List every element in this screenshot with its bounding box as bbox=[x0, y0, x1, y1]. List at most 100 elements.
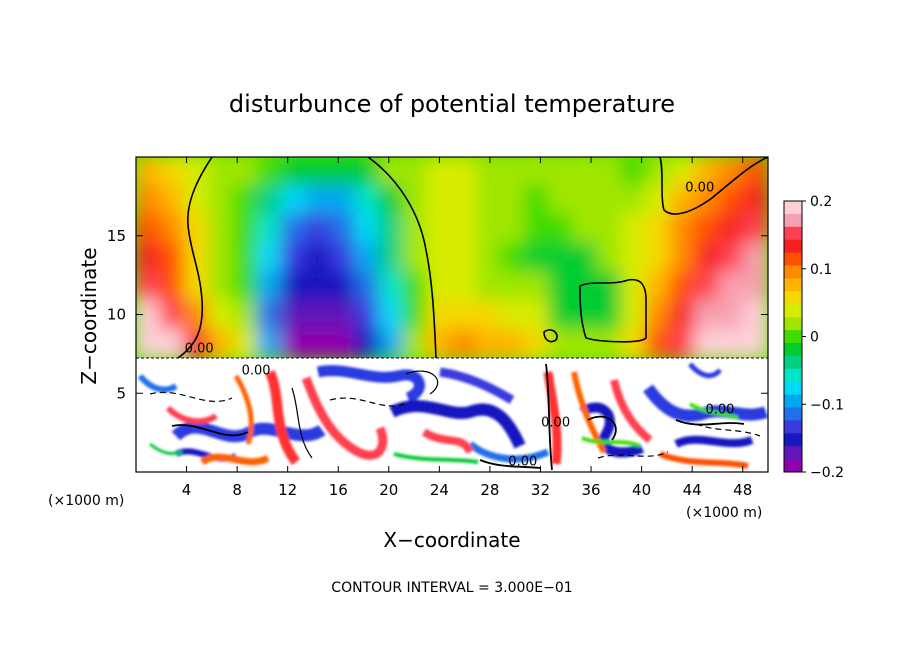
field-cell bbox=[378, 328, 405, 360]
field-cell bbox=[426, 213, 453, 245]
lower-swirl-blue bbox=[688, 362, 722, 379]
field-cell bbox=[256, 300, 283, 331]
field-cell bbox=[718, 242, 745, 274]
field-cell bbox=[378, 300, 405, 331]
field-cell bbox=[207, 184, 235, 216]
field-cell bbox=[742, 242, 768, 274]
y-tick-label: 15 bbox=[107, 227, 126, 245]
field-cell bbox=[596, 271, 624, 302]
x-tick-label: 12 bbox=[278, 481, 297, 499]
lower-swirl-red bbox=[165, 405, 218, 425]
field-cell bbox=[256, 184, 283, 216]
x-tick-label: 28 bbox=[480, 481, 499, 499]
field-cell bbox=[596, 213, 624, 245]
contour-zero-left bbox=[177, 157, 213, 359]
lower-swirl-blue bbox=[137, 373, 178, 393]
field-cell bbox=[256, 157, 283, 187]
colorbar-segment bbox=[784, 317, 802, 331]
field-cell bbox=[207, 242, 235, 274]
field-cell bbox=[572, 157, 599, 187]
field-cell bbox=[742, 184, 768, 216]
colorbar-segment bbox=[784, 381, 802, 396]
field-cell bbox=[159, 184, 186, 216]
contour-zero-center bbox=[367, 157, 437, 359]
field-cell bbox=[499, 328, 526, 360]
field-cell bbox=[305, 184, 332, 216]
field-cell bbox=[353, 157, 381, 187]
field-cell bbox=[256, 213, 283, 245]
field-cell bbox=[378, 242, 405, 274]
contour-label: 0.00 bbox=[508, 455, 537, 470]
field-cell bbox=[256, 242, 283, 274]
field-cell bbox=[402, 300, 429, 331]
colorbar-segment bbox=[784, 201, 802, 215]
field-cell bbox=[136, 184, 162, 216]
field-cell bbox=[451, 184, 478, 216]
field-cell bbox=[378, 157, 405, 187]
lower-swirl-blue bbox=[643, 384, 768, 422]
field-cell bbox=[353, 271, 381, 302]
lower-swirl-green bbox=[393, 452, 479, 464]
field-cell bbox=[718, 300, 745, 331]
lower-swirl-red bbox=[543, 371, 562, 465]
colorbar-segment bbox=[784, 355, 802, 370]
field-cell bbox=[499, 242, 526, 274]
colorbar-segment bbox=[784, 291, 802, 305]
lower-swirl-blue bbox=[467, 441, 550, 463]
colorbar-tick-label: 0.1 bbox=[810, 262, 832, 278]
field-cell bbox=[645, 271, 672, 302]
colorbar-segment bbox=[784, 407, 802, 421]
field-cell bbox=[475, 328, 502, 360]
field-cell bbox=[329, 157, 356, 187]
field-cell bbox=[136, 271, 162, 302]
field-cell bbox=[475, 300, 502, 331]
field-cell bbox=[207, 271, 235, 302]
colorbar-segment bbox=[784, 420, 802, 434]
field-cell bbox=[353, 213, 381, 245]
field-cell bbox=[742, 157, 768, 187]
x-tick-label: 32 bbox=[531, 481, 550, 499]
field-cell bbox=[159, 242, 186, 274]
field-cell bbox=[621, 300, 648, 331]
field-cell bbox=[329, 184, 356, 216]
x-tick-label: 4 bbox=[182, 481, 192, 499]
field-cell bbox=[329, 271, 356, 302]
field-cell bbox=[183, 328, 210, 360]
field-cell bbox=[329, 213, 356, 245]
lower-swirl-blue bbox=[674, 435, 754, 448]
colorbar-tick-label: −0.1 bbox=[810, 397, 844, 413]
field-cell bbox=[475, 242, 502, 274]
x-axis: 4 8 12 16 20 24 28 32 36 40 44 48 bbox=[182, 157, 752, 499]
field-cell bbox=[548, 271, 575, 302]
field-cell bbox=[742, 271, 768, 302]
colorbar: 0.2 0.1 0 −0.1 −0.2 bbox=[783, 194, 844, 481]
field-cell bbox=[280, 213, 308, 245]
field-cell bbox=[451, 300, 478, 331]
field-cell bbox=[548, 300, 575, 331]
field-cell bbox=[596, 242, 624, 274]
x-tick-label: 8 bbox=[232, 481, 242, 499]
field-cell bbox=[499, 184, 526, 216]
upper-field bbox=[136, 157, 768, 360]
field-cell bbox=[742, 300, 768, 331]
field-cell bbox=[136, 213, 162, 245]
field-cell bbox=[499, 271, 526, 302]
field-cell bbox=[280, 328, 308, 360]
field-cell bbox=[402, 184, 429, 216]
field-cell bbox=[159, 271, 186, 302]
field-cell bbox=[232, 271, 259, 302]
field-cell bbox=[207, 213, 235, 245]
field-cell bbox=[305, 328, 332, 360]
field-cell bbox=[451, 242, 478, 274]
x-tick-label: 48 bbox=[733, 481, 752, 499]
field-cell bbox=[523, 271, 551, 302]
field-cell bbox=[523, 300, 551, 331]
colorbar-tick-label: −0.2 bbox=[810, 465, 844, 481]
field-cell bbox=[159, 157, 186, 187]
lower-swirl-green bbox=[581, 436, 641, 448]
field-cell bbox=[353, 242, 381, 274]
field-cell bbox=[402, 157, 429, 187]
lower-swirl-blue bbox=[316, 365, 425, 404]
x-axis-label: X−coordinate bbox=[383, 528, 520, 552]
lower-swirl-blue bbox=[439, 367, 515, 404]
